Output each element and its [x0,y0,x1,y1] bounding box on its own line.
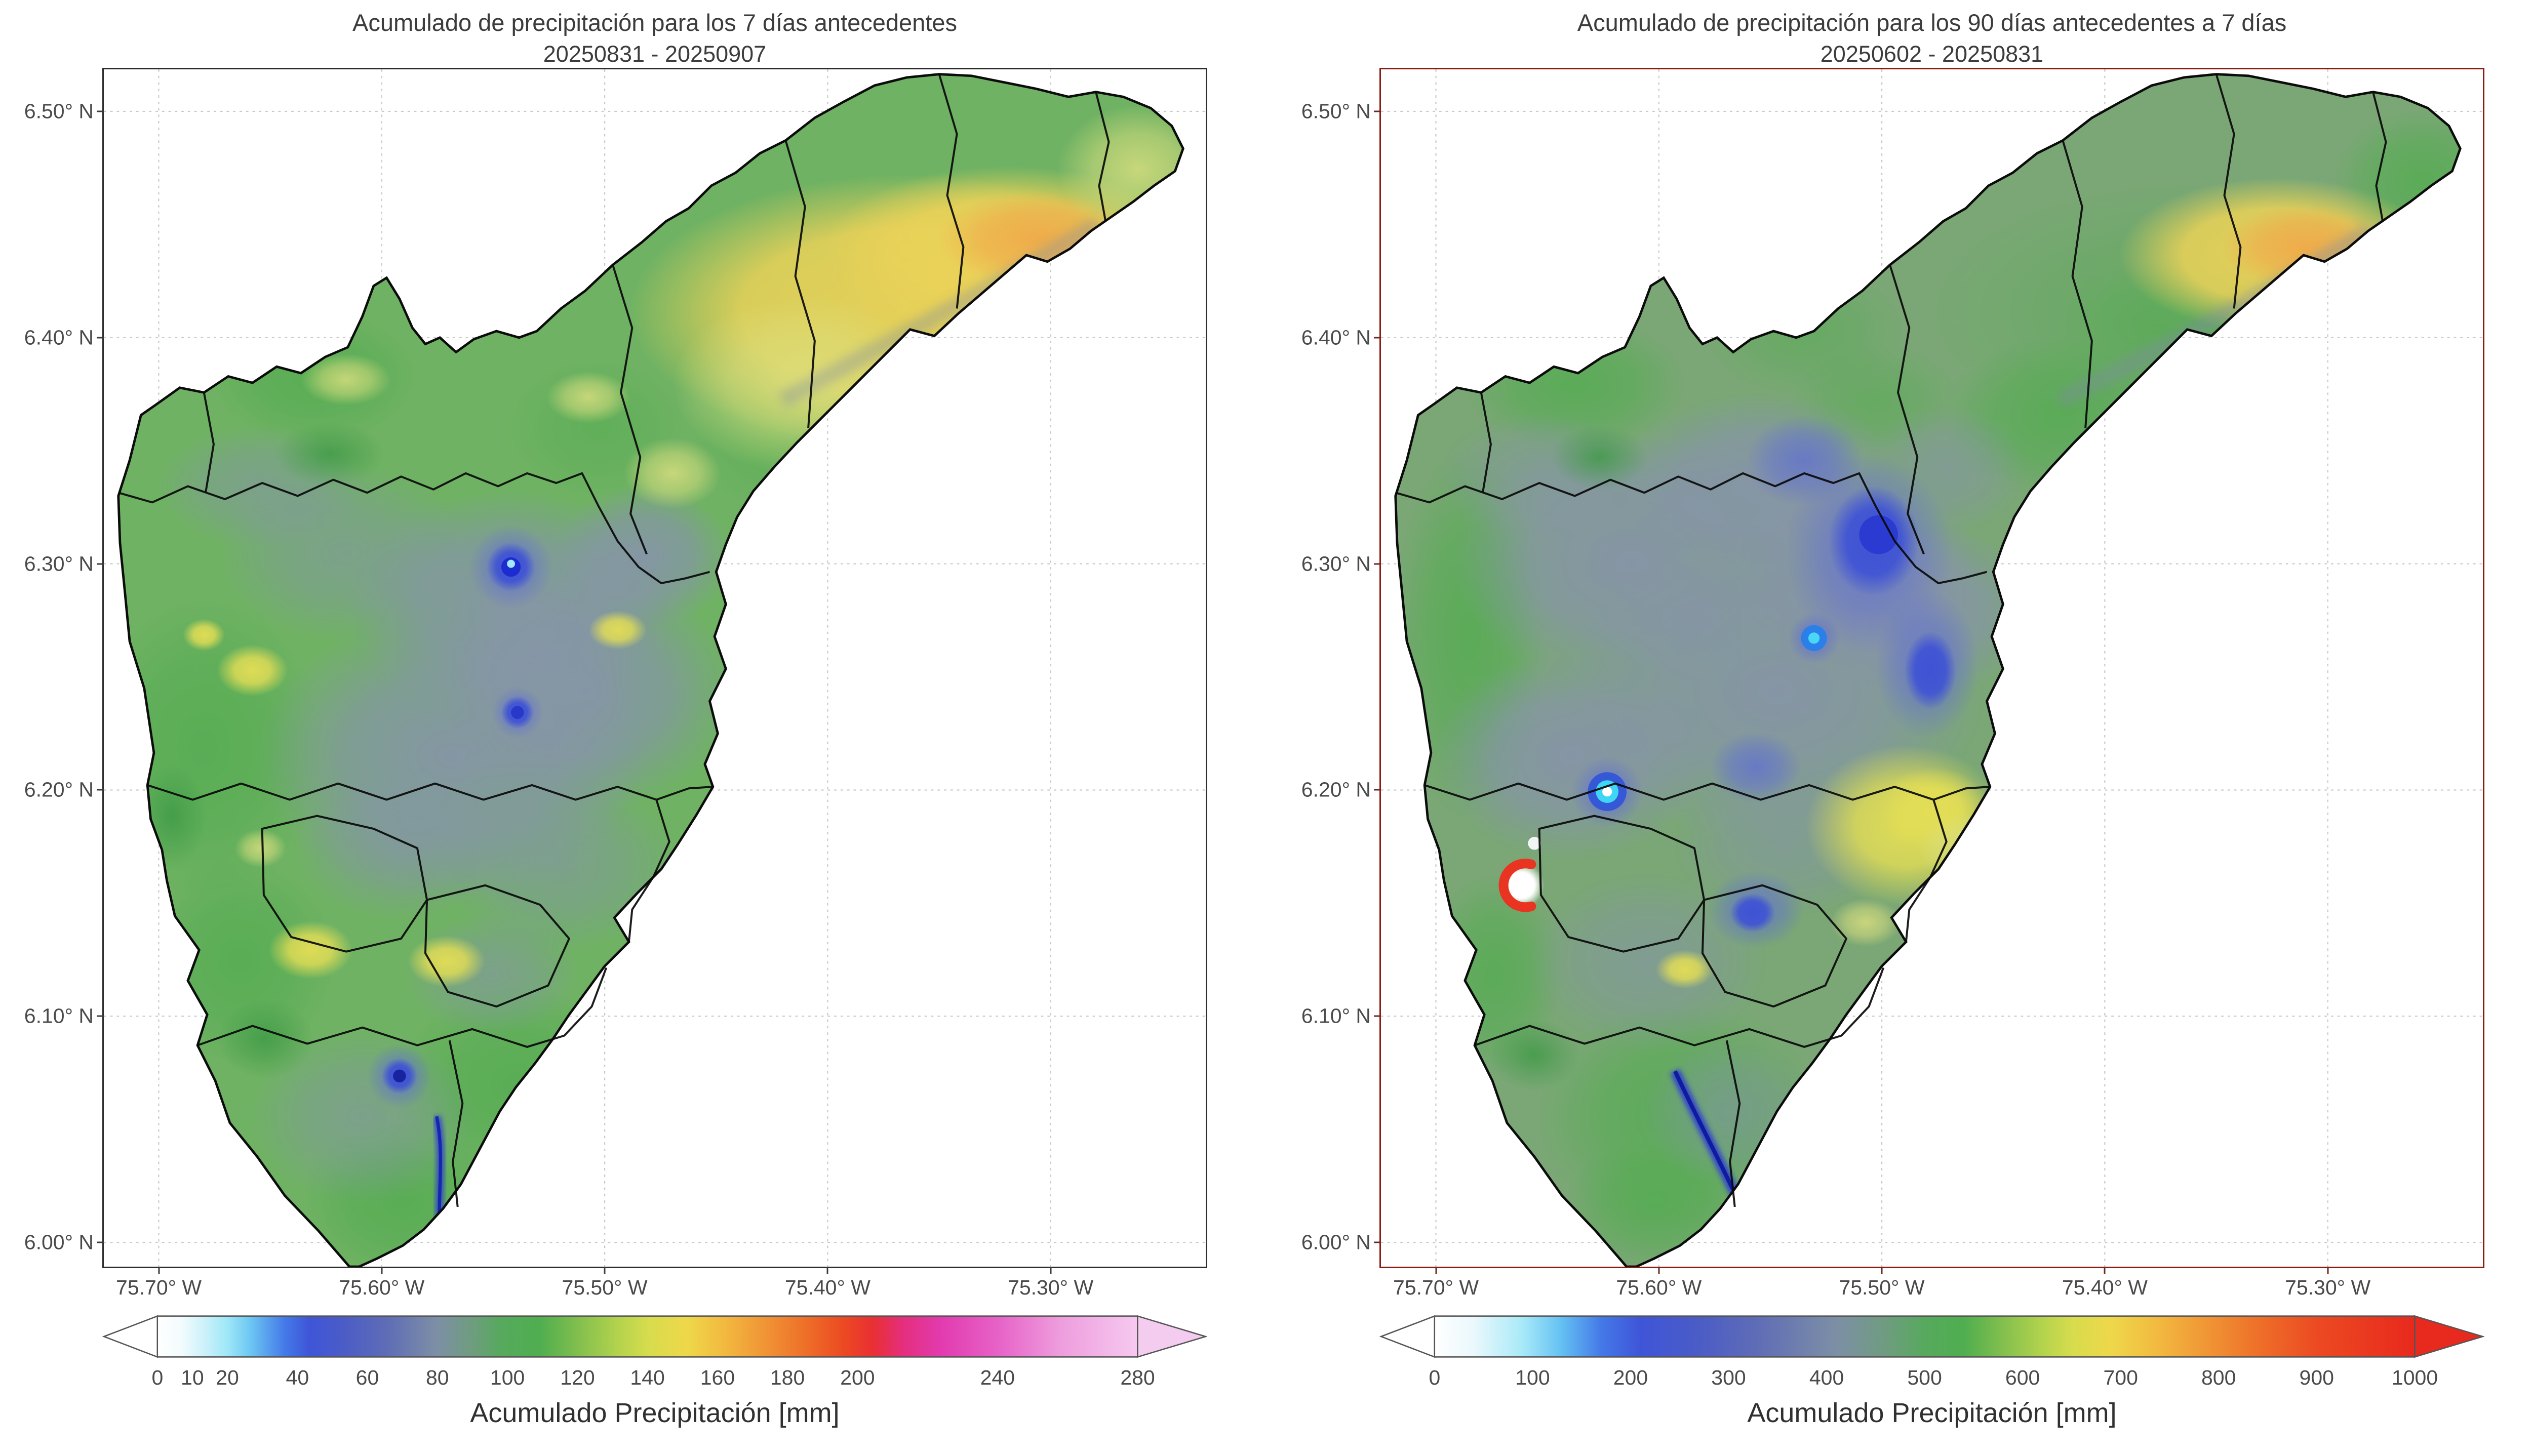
y-tick-label: 6.20° N [1301,778,1371,801]
y-tick-label: 6.30° N [24,552,94,576]
panel-7day: Acumulado de precipitación para los 7 dí… [24,8,1207,1452]
colorbar-under-arrow [1379,1315,1436,1358]
y-tick-label: 6.00° N [24,1230,94,1254]
precipitation-field-7day [118,74,1183,1267]
y-tick-label: 6.20° N [24,778,94,801]
y-tick-label: 6.10° N [24,1004,94,1028]
colorbar-tick-label: 120 [560,1366,595,1389]
colorbar-tick-label: 500 [1907,1366,1942,1389]
y-tick-label: 6.50° N [1301,99,1371,123]
colorbar-tick-label: 1000 [2391,1366,2438,1389]
colorbar-under-arrow [102,1315,159,1358]
colorbar-tick-label: 180 [770,1366,805,1389]
colorbar-tick-label: 400 [1809,1366,1844,1389]
y-tick-label: 6.30° N [1301,552,1371,576]
colorbar-gradient-90day [1379,1315,2484,1358]
colorbar-tick-label: 20 [216,1366,239,1389]
x-tick-label: 75.40° W [2062,1276,2148,1299]
precipitation-map-90day [1381,69,2483,1267]
colorbar-over-arrow [2414,1315,2484,1358]
colorbar-7day: 0 10 20 40 60 80 100 120 140 160 180 200… [102,1315,1207,1452]
map-plot-90day: 6.50° N 6.40° N 6.30° N 6.20° N 6.10° N … [1301,68,2484,1299]
colorbar-tick-label: 200 [840,1366,875,1389]
colorbar-tick-label: 600 [2005,1366,2040,1389]
colorbar-tick-label: 100 [1515,1366,1550,1389]
panel-7day-title-block: Acumulado de precipitación para los 7 dí… [102,8,1207,68]
colorbar-gradient-7day [102,1315,1207,1358]
colorbar-tick-label: 200 [1613,1366,1648,1389]
colorbar-tick-label: 900 [2299,1366,2334,1389]
precipitation-field-90day [1395,74,2461,1267]
colorbar-tick-label: 10 [181,1366,204,1389]
y-tick-label: 6.00° N [1301,1230,1371,1254]
colorbar-tick-label: 0 [151,1366,164,1389]
colorbar-tick-label: 60 [355,1366,379,1389]
y-tick-label: 6.10° N [1301,1004,1371,1028]
panel-title: Acumulado de precipitación para los 7 dí… [352,9,958,36]
colorbar-tick-label: 700 [2103,1366,2138,1389]
map-plot-7day: 6.50° N 6.40° N 6.30° N 6.20° N 6.10° N … [24,68,1207,1299]
x-tick-label: 75.70° W [1393,1276,1479,1299]
panel-90day: Acumulado de precipitación para los 90 d… [1277,0,2532,1456]
colorbar-tick-label: 240 [980,1366,1015,1389]
x-tick-label: 75.60° W [1616,1276,1702,1299]
colorbar-tick-label: 140 [630,1366,665,1389]
x-tick-label: 75.50° W [1839,1276,1925,1299]
x-tick-label: 75.30° W [2285,1276,2371,1299]
colorbar-tick-label: 280 [1120,1366,1155,1389]
precipitation-map-7day [104,69,1206,1267]
colorbar-tick-label: 800 [2201,1366,2236,1389]
x-tick-label: 75.50° W [562,1276,648,1299]
x-tick-label: 75.40° W [784,1276,871,1299]
x-tick-label: 75.70° W [116,1276,202,1299]
panel-date-range: 20250602 - 20250831 [1820,41,2044,67]
panel-90day-title-block: Acumulado de precipitación para los 90 d… [1379,8,2484,68]
colorbar-tick-label: 300 [1711,1366,1746,1389]
y-tick-label: 6.40° N [24,326,94,349]
colorbar-90day: 0 100 200 300 400 500 600 700 800 900 10… [1379,1315,2484,1452]
y-tick-label: 6.40° N [1301,326,1371,349]
x-tick-label: 75.30° W [1008,1276,1094,1299]
panel-date-range: 20250831 - 20250907 [543,41,767,67]
colorbar-tick-label: 80 [425,1366,449,1389]
colorbar-tick-label: 100 [490,1366,525,1389]
colorbar-tick-label: 160 [700,1366,735,1389]
colorbar-tick-label: 40 [286,1366,309,1389]
colorbar-over-arrow [1137,1315,1207,1358]
x-tick-label: 75.60° W [339,1276,425,1299]
panel-title: Acumulado de precipitación para los 90 d… [1577,9,2287,36]
y-tick-label: 6.50° N [24,99,94,123]
colorbar-axis-label: Acumulado Precipitación [mm] [1747,1398,2117,1428]
colorbar-axis-label: Acumulado Precipitación [mm] [470,1398,840,1428]
colorbar-tick-label: 0 [1429,1366,1441,1389]
